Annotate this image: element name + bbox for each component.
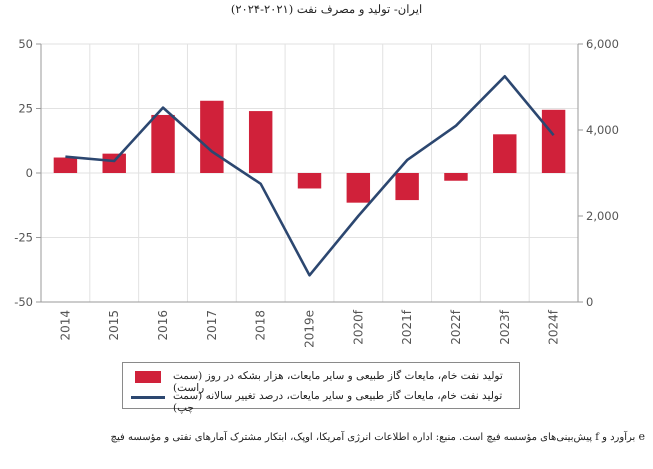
x-tick-label: 2015: [107, 310, 121, 341]
bar-2021f: [395, 173, 419, 201]
axes: [36, 43, 583, 303]
bar-2015: [102, 153, 126, 173]
legend-bar-label: تولید نفت خام، مایعات گاز طبیعی و سایر م…: [173, 370, 503, 394]
legend: تولید نفت خام، مایعات گاز طبیعی و سایر م…: [122, 362, 520, 414]
bar-2014: [53, 157, 78, 173]
left-tick-label: 50: [18, 37, 33, 51]
bar-2020f: [346, 173, 371, 203]
bar-2023f: [493, 134, 517, 173]
right-tick-label: 0: [586, 295, 593, 309]
right-tick-label: 4,000: [586, 123, 619, 137]
legend-bar-swatch: [135, 371, 161, 383]
footnote: e برآورد و f پیش‌بینی‌های مؤسسه فیچ است.…: [0, 430, 645, 443]
bar-2018: [248, 111, 273, 173]
x-axis-ticks: 2014 2015 2016 2017 2018 2019e 2020f 2021f 2022f…: [58, 309, 560, 348]
bar-series: [53, 100, 566, 203]
legend-item-line: تولید نفت خام، مایعات گاز طبیعی و سایر م…: [123, 387, 519, 414]
x-tick-label: 2017: [205, 310, 219, 341]
x-tick-label: 2021f: [400, 309, 414, 345]
left-tick-label: -25: [14, 231, 33, 245]
legend-line-label: تولید نفت خام، مایعات گاز طبیعی و سایر م…: [173, 390, 503, 414]
x-tick-label: 2019e: [303, 310, 317, 348]
left-axis-ticks: 50 25 0 -25 -50: [14, 37, 33, 309]
left-tick-label: -50: [14, 295, 33, 309]
legend-item-bar: تولید نفت خام، مایعات گاز طبیعی و سایر م…: [123, 367, 519, 394]
chart-title: ایران- تولید و مصرف نفت (۲۰۲۱-۲۰۲۴): [230, 2, 423, 16]
right-tick-label: 6,000: [586, 37, 619, 51]
legend-line-swatch: [131, 396, 165, 399]
right-axis-ticks: 6,000 4,000 2,000 0: [586, 37, 619, 309]
footnote-mark: e: [638, 430, 645, 443]
bar-2022f: [444, 173, 468, 181]
x-tick-label: 2022f: [449, 309, 463, 345]
left-tick-label: 25: [18, 102, 33, 116]
bar-2019e: [297, 173, 322, 189]
bar-2024f: [541, 109, 566, 173]
x-tick-label: 2018: [254, 310, 268, 341]
line-series: [65, 75, 555, 277]
bar-2016: [151, 114, 175, 173]
x-tick-label: 2020f: [351, 309, 365, 345]
right-tick-label: 2,000: [586, 209, 619, 223]
left-tick-label: 0: [26, 166, 33, 180]
bar-2017: [200, 100, 224, 173]
x-tick-label: 2014: [58, 310, 72, 341]
x-tick-label: 2024f: [547, 309, 561, 345]
x-tick-label: 2016: [156, 310, 170, 341]
x-tick-label: 2023f: [498, 309, 512, 345]
footnote-text: برآورد و f پیش‌بینی‌های مؤسسه فیچ است. م…: [110, 432, 636, 443]
